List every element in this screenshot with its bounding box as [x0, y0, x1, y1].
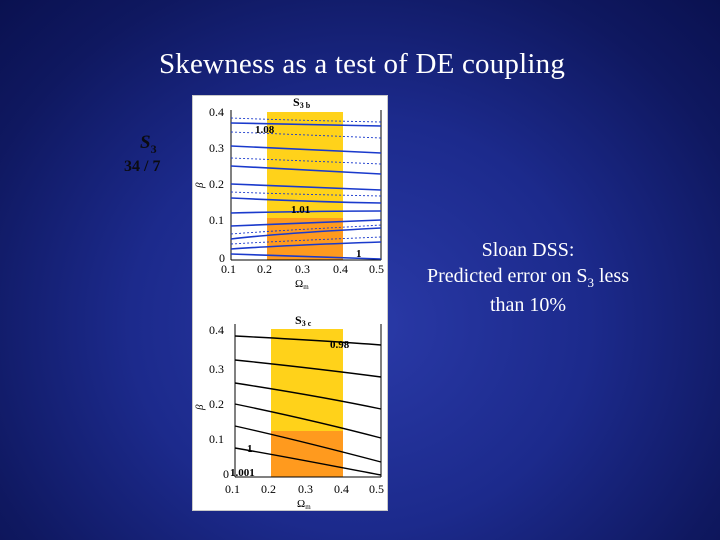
bottom-tick-labels: 0.4 0.3 0.2 0.1 0 0.1 0.2 0.3 0.4 0.5: [209, 323, 384, 496]
panel-top: 0.4 0.3 0.2 0.1 0 0.1 0.2 0.3 0.4 0.5 S3…: [194, 96, 384, 291]
panel-bottom: 0.4 0.3 0.2 0.1 0 0.1 0.2 0.3 0.4 0.5 S3…: [194, 313, 384, 511]
bottom-contour-5: [234, 425, 382, 463]
top-contour-6: [230, 210, 382, 214]
top-dotted-contours: [230, 117, 382, 245]
bottom-ytick-0.1: 0.1: [209, 432, 224, 446]
bottom-xlabel: Ωm: [297, 498, 311, 511]
s3-symbol: S3: [140, 132, 157, 156]
top-contour-5: [230, 197, 382, 204]
bottom-ytick-0: 0: [223, 467, 229, 481]
bottom-band-orange: [271, 431, 343, 477]
top-xlabel: Ωm: [295, 278, 309, 291]
bottom-contour-label-0.98: 0.98: [330, 339, 350, 351]
top-xtick-0.5: 0.5: [369, 262, 384, 276]
sloan-note: Sloan DSS: Predicted error on S3 less th…: [400, 237, 656, 318]
top-xtick-0.2: 0.2: [257, 262, 272, 276]
top-contour-9: [230, 241, 382, 250]
top-contour-8: [230, 227, 382, 240]
bottom-xtick-0.4: 0.4: [334, 482, 349, 496]
bottom-xtick-0.3: 0.3: [298, 482, 313, 496]
top-ytick-0: 0: [219, 251, 225, 265]
bottom-ylabel: β: [194, 404, 206, 411]
top-ytick-0.1: 0.1: [209, 213, 224, 227]
contour-figure: 0.4 0.3 0.2 0.1 0 0.1 0.2 0.3 0.4 0.5 S3…: [192, 95, 388, 511]
top-contour-4: [230, 183, 382, 191]
top-ylabel: β: [194, 182, 206, 189]
top-ytick-0.2: 0.2: [209, 177, 224, 191]
top-contour-7: [230, 219, 382, 227]
slide-title: Skewness as a test of DE coupling: [158, 48, 566, 80]
bottom-ytick-0.2: 0.2: [209, 397, 224, 411]
note-line-1: Sloan DSS:: [481, 239, 575, 261]
top-contour-label-1.08: 1.08: [255, 124, 275, 136]
top-ytick-0.4: 0.4: [209, 105, 224, 119]
bottom-contour-6: [234, 447, 382, 476]
note-line-3: than 10%: [489, 293, 567, 316]
top-panel-label: S3 b: [293, 96, 311, 110]
top-xtick-0.1: 0.1: [221, 262, 236, 276]
contour-plots-svg: 0.4 0.3 0.2 0.1 0 0.1 0.2 0.3 0.4 0.5 S3…: [194, 96, 384, 511]
bottom-contours: [234, 335, 382, 476]
top-xtick-0.4: 0.4: [333, 262, 348, 276]
top-contour-3: [230, 165, 382, 175]
bottom-xtick-0.2: 0.2: [261, 482, 276, 496]
top-contour-10: [230, 253, 382, 260]
bottom-contour-labels: 0.98 1 1.001: [230, 339, 350, 479]
top-contour-labels: 1.08 1.01 1: [255, 124, 362, 260]
bottom-contour-3: [234, 382, 382, 410]
top-contour-label-1.01: 1.01: [291, 204, 310, 216]
bottom-contour-1: [234, 335, 382, 346]
bottom-ytick-0.4: 0.4: [209, 323, 224, 337]
s3-ratio-value: 34 / 7: [124, 157, 161, 175]
note-line-2: Predicted error on S3 less: [426, 265, 629, 290]
top-contour-1: [230, 122, 382, 127]
top-contours: [230, 122, 382, 260]
bottom-contour-label-1: 1: [247, 443, 253, 455]
bottom-contour-2: [234, 359, 382, 378]
top-xtick-0.3: 0.3: [295, 262, 310, 276]
bottom-contour-4: [234, 403, 382, 439]
bottom-xtick-0.1: 0.1: [225, 482, 240, 496]
top-contour-label-1: 1: [356, 248, 362, 260]
bottom-panel-label: S3 c: [295, 313, 312, 328]
bottom-xtick-0.5: 0.5: [369, 482, 384, 496]
top-contour-2: [230, 145, 382, 154]
s3-ratio-label: S3 34 / 7: [124, 132, 184, 176]
top-band-orange: [267, 218, 343, 260]
top-tick-labels: 0.4 0.3 0.2 0.1 0 0.1 0.2 0.3 0.4 0.5: [209, 105, 384, 276]
bottom-contour-label-1.001: 1.001: [230, 467, 255, 479]
top-ytick-0.3: 0.3: [209, 141, 224, 155]
bottom-ytick-0.3: 0.3: [209, 362, 224, 376]
